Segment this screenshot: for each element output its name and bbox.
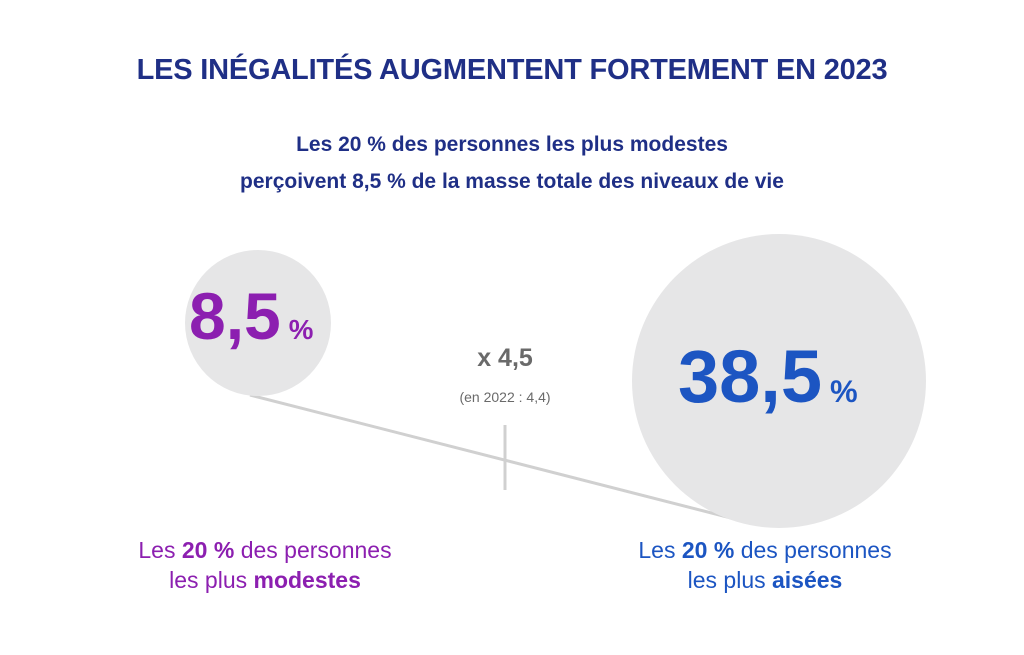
connector-line: [249, 393, 736, 521]
modestes-label-line-1: Les 20 % des personnes: [95, 535, 435, 565]
ratio-note: (en 2022 : 4,4): [459, 389, 551, 405]
aisees-label: Les 20 % des personnes les plus aisées: [595, 535, 935, 595]
page-title: LES INÉGALITÉS AUGMENTENT FORTEMENT EN 2…: [136, 54, 888, 86]
modestes-share-value: 8,5%: [189, 278, 313, 354]
aisees-label-pre: Les: [638, 537, 682, 563]
subtitle: Les 20 % des personnes les plus modestes…: [0, 126, 1024, 200]
aisees-unit: %: [830, 374, 858, 409]
modestes-circle: [185, 250, 331, 396]
modestes-unit: %: [288, 314, 314, 345]
aisees-label-bold-2: aisées: [772, 567, 843, 593]
modestes-label-line2-pre: les plus: [169, 567, 254, 593]
modestes-label-bold-2: modestes: [253, 567, 361, 593]
modestes-value: 8,5: [189, 279, 281, 353]
aisees-label-line2-pre: les plus: [687, 567, 772, 593]
modestes-label-bold-1: 20 %: [181, 537, 235, 563]
aisees-label-bold-1: 20 %: [681, 537, 735, 563]
subtitle-line-2: perçoivent 8,5 % de la masse totale des …: [240, 170, 784, 193]
aisees-label-line-2: les plus aisées: [595, 565, 935, 595]
subtitle-line-1: Les 20 % des personnes les plus modestes: [296, 133, 728, 156]
aisees-value: 38,5: [678, 335, 823, 418]
modestes-label-pre: Les: [138, 537, 182, 563]
aisees-label-mid: des personnes: [734, 537, 892, 563]
modestes-label-mid: des personnes: [234, 537, 392, 563]
modestes-label-line-2: les plus modestes: [95, 565, 435, 595]
aisees-label-line-1: Les 20 % des personnes: [595, 535, 935, 565]
aisees-share-value: 38,5%: [678, 334, 858, 419]
aisees-circle: [632, 234, 926, 528]
ratio-value: x 4,5: [477, 344, 533, 372]
modestes-label: Les 20 % des personnes les plus modestes: [95, 535, 435, 595]
